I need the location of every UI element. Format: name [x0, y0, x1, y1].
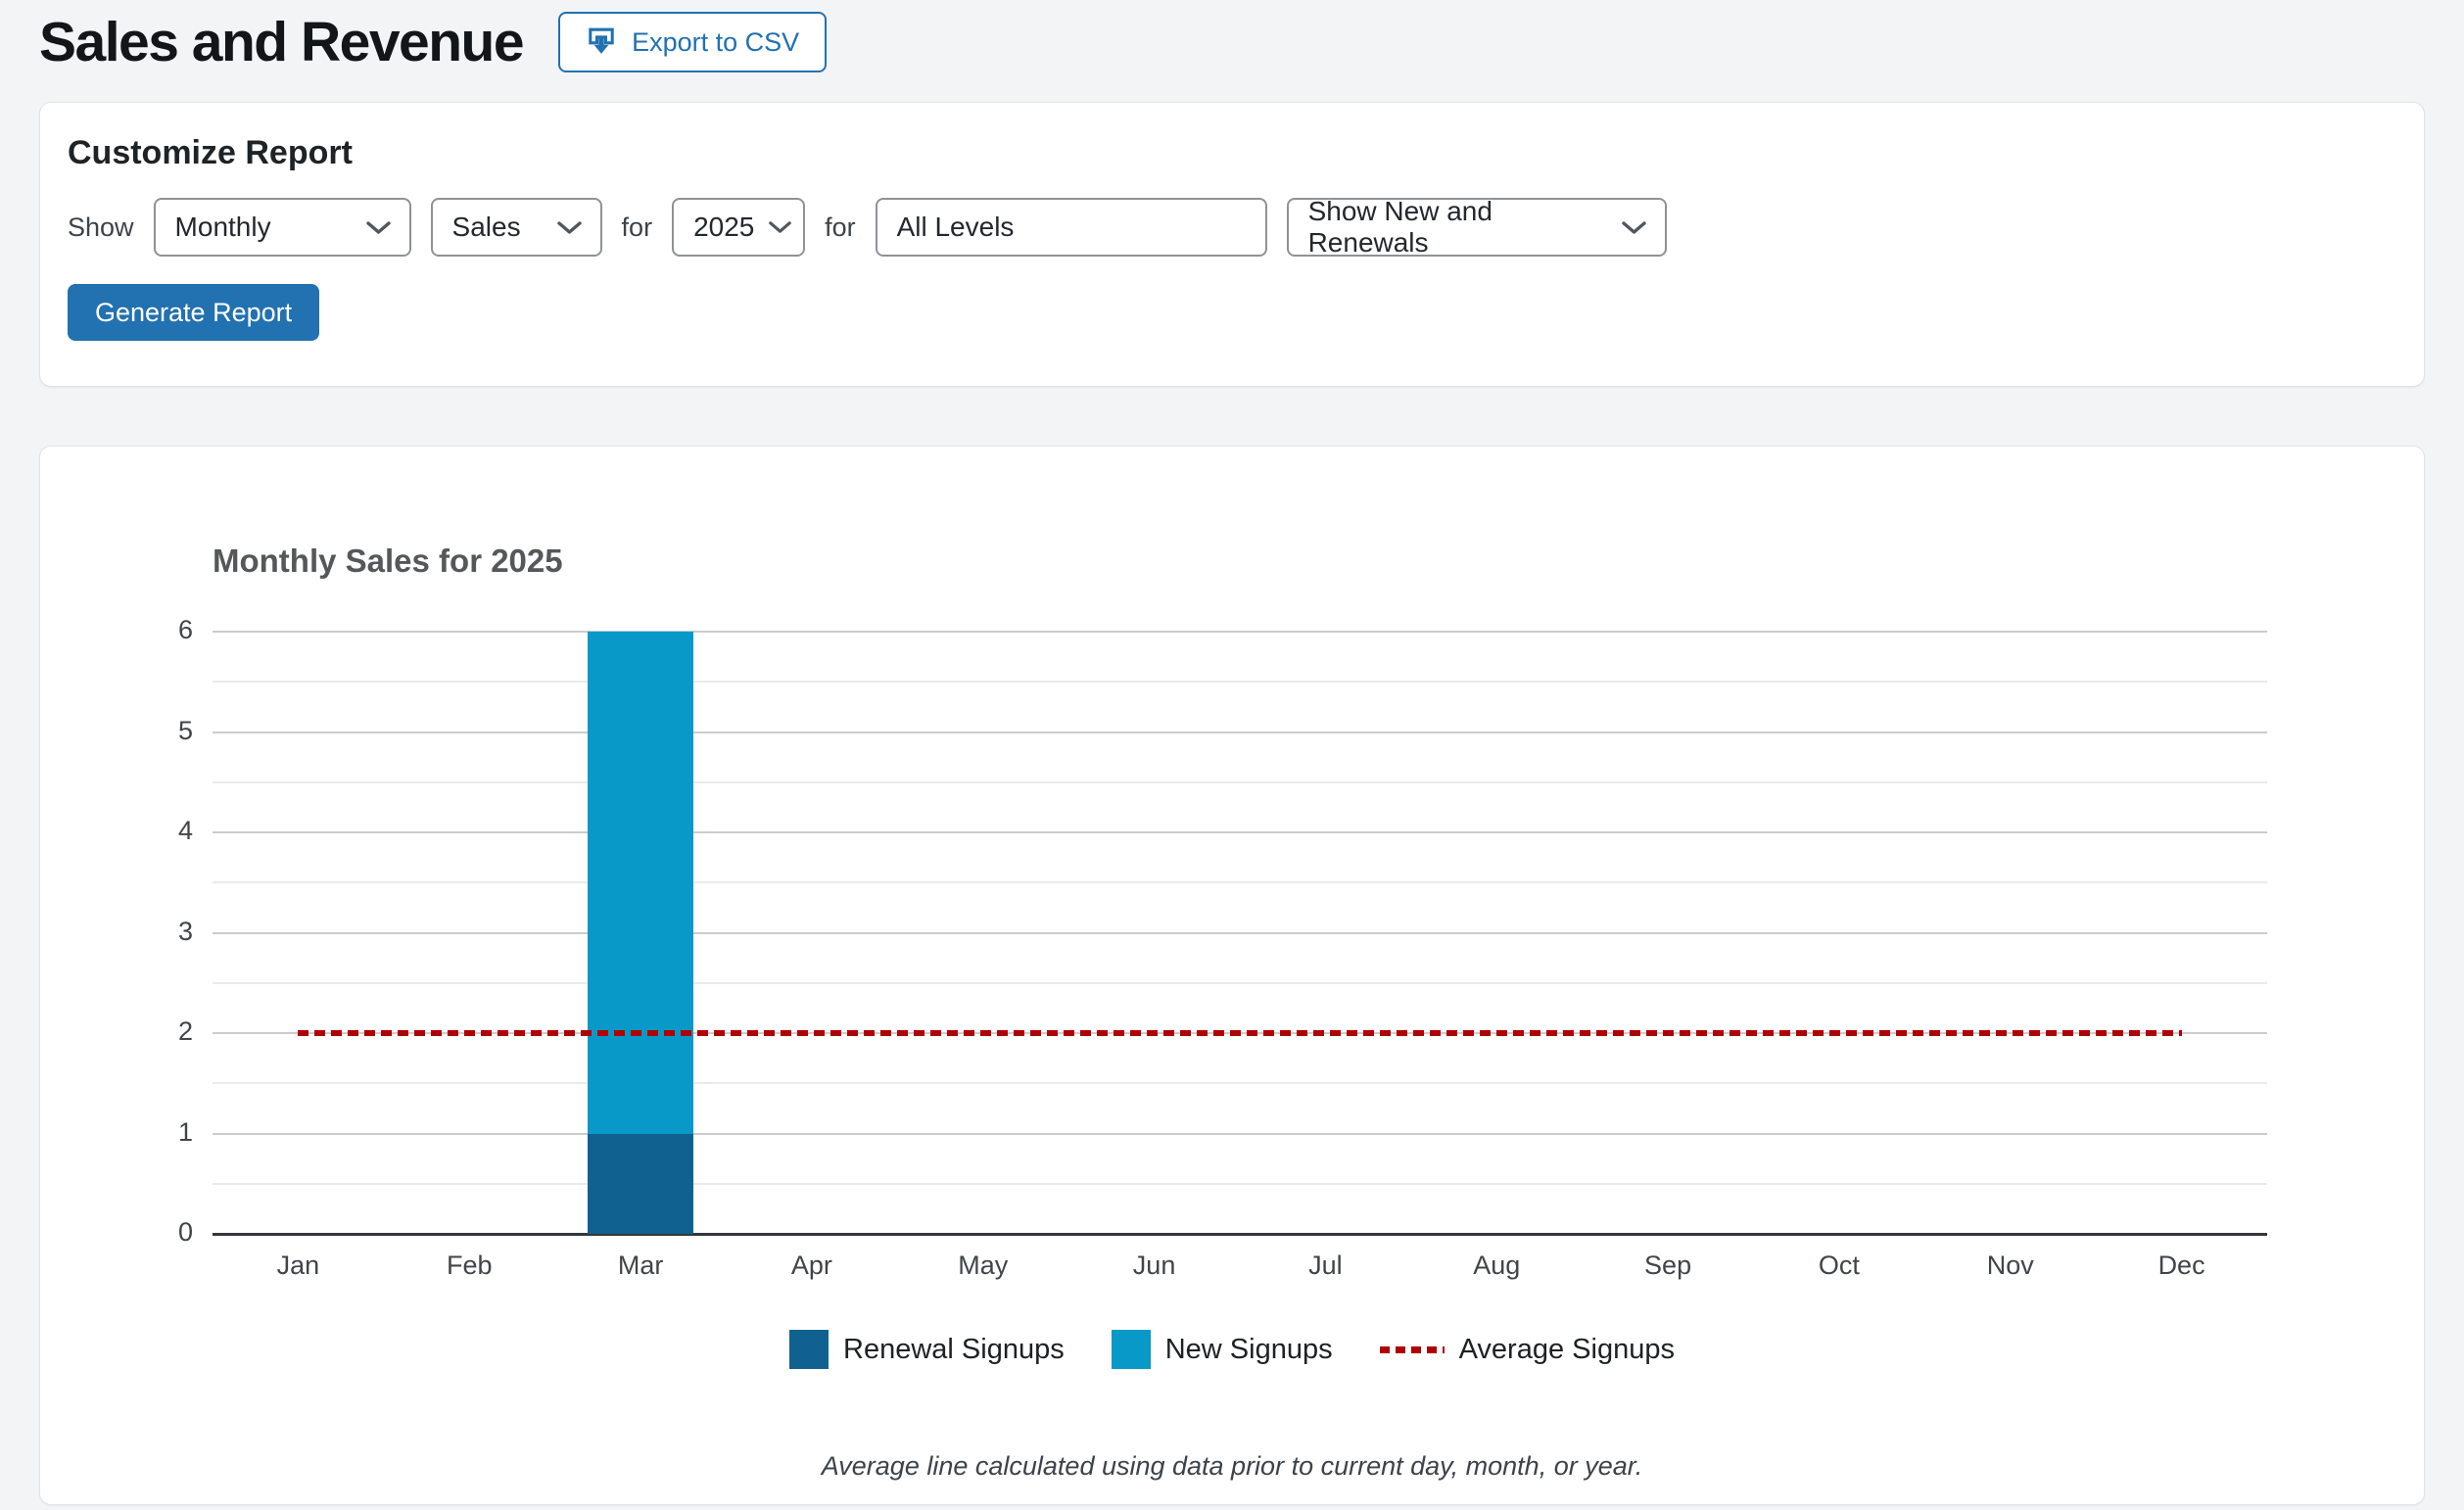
chart-title: Monthly Sales for 2025 — [213, 543, 563, 579]
bar-mar-renewal-signups[interactable] — [588, 1133, 694, 1234]
legend-dash-swatch — [1379, 1345, 1445, 1353]
x-tick-label: May — [958, 1250, 1009, 1280]
download-icon — [586, 27, 617, 57]
export-csv-button[interactable]: Export to CSV — [558, 12, 828, 72]
customize-report-heading: Customize Report — [68, 134, 353, 171]
legend-item: Average Signups — [1379, 1333, 1675, 1366]
chevron-down-icon — [1621, 219, 1647, 236]
for-label: for — [825, 212, 856, 242]
grid-line-major — [213, 931, 2267, 934]
x-tick-label: Apr — [790, 1250, 832, 1280]
levels-input-value: All Levels — [896, 212, 1015, 242]
legend-color-swatch — [789, 1330, 829, 1369]
y-tick-label: 1 — [177, 1116, 193, 1147]
page-title: Sales and Revenue — [39, 11, 525, 73]
grid-line-major — [213, 631, 2267, 633]
x-tick-label: Dec — [2157, 1250, 2205, 1280]
legend-item: New Signups — [1111, 1330, 1333, 1369]
legend-label: New Signups — [1164, 1333, 1333, 1365]
x-tick-label: Mar — [617, 1250, 664, 1280]
monthly-sales-chart: Monthly Sales for 2025 Renewal Signups Ne… — [40, 447, 2424, 1504]
report-type-select[interactable]: Sales — [430, 198, 602, 257]
customize-report-card: Customize Report Show Monthly Sales for … — [39, 102, 2425, 387]
chart-legend: Renewal Signups New Signups Average Signup… — [40, 1330, 2424, 1369]
year-select-value: 2025 — [693, 212, 755, 242]
signup-filter-select[interactable]: Show New and Renewals — [1286, 196, 1667, 258]
grid-line-minor — [213, 780, 2267, 783]
report-type-select-value: Sales — [451, 212, 521, 242]
page-header: Sales and Revenue Export to CSV — [0, 0, 2464, 102]
chevron-down-icon — [556, 219, 583, 236]
legend-color-swatch — [1111, 1330, 1151, 1369]
period-select-value: Monthly — [174, 212, 271, 242]
grid-line-minor — [213, 981, 2267, 984]
y-tick-label: 0 — [177, 1217, 193, 1247]
x-tick-label: Nov — [1986, 1250, 2034, 1280]
generate-report-button[interactable]: Generate Report — [68, 284, 320, 341]
show-label: Show — [68, 212, 134, 242]
y-tick-label: 6 — [177, 615, 193, 644]
x-axis-line — [213, 1233, 2267, 1236]
x-tick-label: Oct — [1818, 1250, 1860, 1280]
x-tick-label: Sep — [1644, 1250, 1692, 1280]
x-tick-label: Feb — [446, 1250, 493, 1280]
average-line — [298, 1030, 2182, 1036]
chart-footnote: Average line calculated using data prior… — [821, 1451, 1643, 1481]
for-label: for — [621, 212, 653, 242]
levels-input[interactable]: All Levels — [875, 198, 1267, 257]
grid-line-minor — [213, 1182, 2267, 1185]
legend-item: Renewal Signups — [789, 1330, 1065, 1369]
report-controls-row: Show Monthly Sales for 2025 fo — [68, 196, 2394, 258]
period-select[interactable]: Monthly — [153, 198, 411, 257]
y-tick-label: 2 — [177, 1016, 193, 1046]
chevron-down-icon — [768, 219, 792, 235]
y-tick-label: 3 — [177, 916, 193, 946]
legend-label: Average Signups — [1458, 1333, 1675, 1365]
x-tick-label: Aug — [1473, 1250, 1521, 1280]
x-tick-label: Jul — [1308, 1250, 1343, 1280]
chevron-down-icon — [365, 219, 392, 236]
x-tick-label: Jun — [1132, 1250, 1176, 1280]
y-tick-label: 4 — [177, 816, 193, 845]
grid-line-minor — [213, 881, 2267, 884]
legend-label: Renewal Signups — [843, 1333, 1065, 1365]
grid-line-major — [213, 1132, 2267, 1135]
y-tick-label: 5 — [177, 715, 193, 745]
x-tick-label: Jan — [276, 1250, 320, 1280]
bar-mar-new-signups[interactable] — [588, 632, 694, 1134]
export-csv-label: Export to CSV — [632, 26, 800, 57]
grid-line-minor — [213, 1082, 2267, 1085]
signup-filter-select-value: Show New and Renewals — [1307, 196, 1493, 258]
chart-card: Monthly Sales for 2025 Renewal Signups Ne… — [39, 446, 2425, 1505]
year-select[interactable]: 2025 — [672, 198, 806, 257]
grid-line-major — [213, 731, 2267, 733]
grid-line-minor — [213, 681, 2267, 684]
grid-line-major — [213, 831, 2267, 833]
